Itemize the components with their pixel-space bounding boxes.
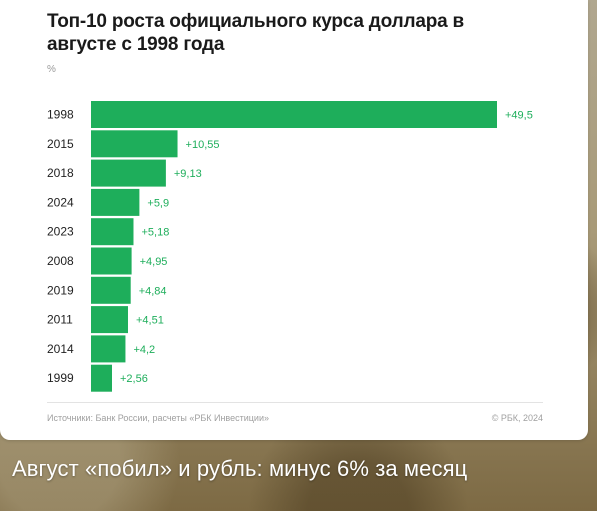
value-label: +2,56 xyxy=(120,373,148,385)
category-label: 1998 xyxy=(47,108,74,122)
bar-2019 xyxy=(91,276,131,304)
bar-2011 xyxy=(91,306,128,334)
bar-2014 xyxy=(91,335,126,363)
category-label: 2019 xyxy=(47,283,74,297)
category-label: 1999 xyxy=(47,371,74,385)
category-label: 2018 xyxy=(47,166,74,180)
category-label: 2014 xyxy=(47,342,74,356)
chart-title: Топ-10 роста официального курса доллара … xyxy=(47,11,465,55)
category-label: 2008 xyxy=(47,254,74,268)
value-label: +4,84 xyxy=(139,285,167,297)
unit-label: % xyxy=(47,64,56,75)
value-label: +5,9 xyxy=(147,197,169,209)
category-label: 2011 xyxy=(47,313,73,327)
bar-2015 xyxy=(91,130,178,158)
copyright: © РБК, 2024 xyxy=(491,413,543,423)
category-label: 2015 xyxy=(47,137,74,151)
bar-1999 xyxy=(91,364,112,392)
value-label: +4,51 xyxy=(136,315,164,327)
value-label: +5,18 xyxy=(141,227,169,239)
article-caption: Август «побил» и рубль: минус 6% за меся… xyxy=(12,456,468,481)
chart-card: Топ-10 роста официального курса доллара … xyxy=(47,11,543,423)
category-label: 2024 xyxy=(47,195,74,209)
bar-2024 xyxy=(91,188,140,216)
bar-1998 xyxy=(91,101,497,128)
bar-2008 xyxy=(91,247,132,275)
value-label: +49,5 xyxy=(505,110,533,122)
bar-2018 xyxy=(91,159,166,187)
category-label: 2023 xyxy=(47,225,74,239)
bar-chart: 1998 +49,5 2015 +10,55 2018 +9,13 2024 +5,9 2023… xyxy=(47,101,533,392)
source-note: Источники: Банк России, расчеты «РБК Инв… xyxy=(47,413,269,423)
bar-2023 xyxy=(91,218,134,246)
footer-divider xyxy=(47,402,543,403)
value-label: +4,95 xyxy=(140,256,168,268)
value-label: +9,13 xyxy=(174,168,202,180)
value-label: +4,2 xyxy=(133,344,155,356)
value-label: +10,55 xyxy=(186,139,220,151)
